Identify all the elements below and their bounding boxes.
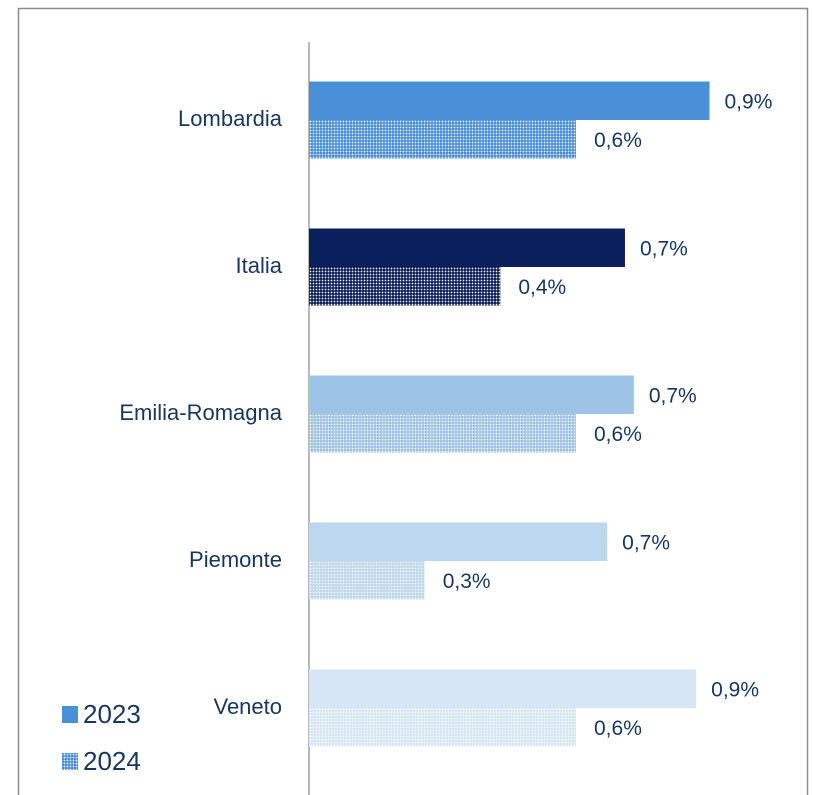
value-label: 0,4%: [518, 276, 566, 299]
bar: [309, 375, 634, 414]
bar: [309, 708, 576, 747]
value-label: 0,7%: [649, 384, 697, 407]
value-label: 0,7%: [622, 531, 670, 554]
category-label: Piemonte: [189, 547, 282, 572]
legend-label: 2023: [83, 699, 141, 729]
legend-label: 2024: [83, 746, 141, 776]
value-label: 0,6%: [594, 129, 642, 152]
category-label: Lombardia: [178, 106, 283, 131]
bar: [309, 522, 608, 561]
value-label: 0,9%: [725, 90, 773, 113]
value-label: 0,6%: [594, 423, 642, 446]
bar: [309, 267, 501, 306]
value-label: 0,9%: [711, 678, 759, 701]
category-label: Veneto: [213, 694, 282, 719]
bar: [309, 228, 625, 267]
bar: [309, 81, 710, 120]
bar: [309, 414, 576, 453]
bar: [309, 561, 425, 600]
value-label: 0,7%: [640, 237, 688, 260]
bar: [309, 120, 576, 159]
category-label: Emilia-Romagna: [119, 400, 282, 425]
bar: [309, 669, 697, 708]
value-label: 0,3%: [443, 570, 491, 593]
category-label: Italia: [236, 253, 283, 278]
legend-swatch: [62, 753, 78, 770]
value-label: 0,6%: [594, 717, 642, 740]
legend-swatch: [62, 706, 78, 723]
